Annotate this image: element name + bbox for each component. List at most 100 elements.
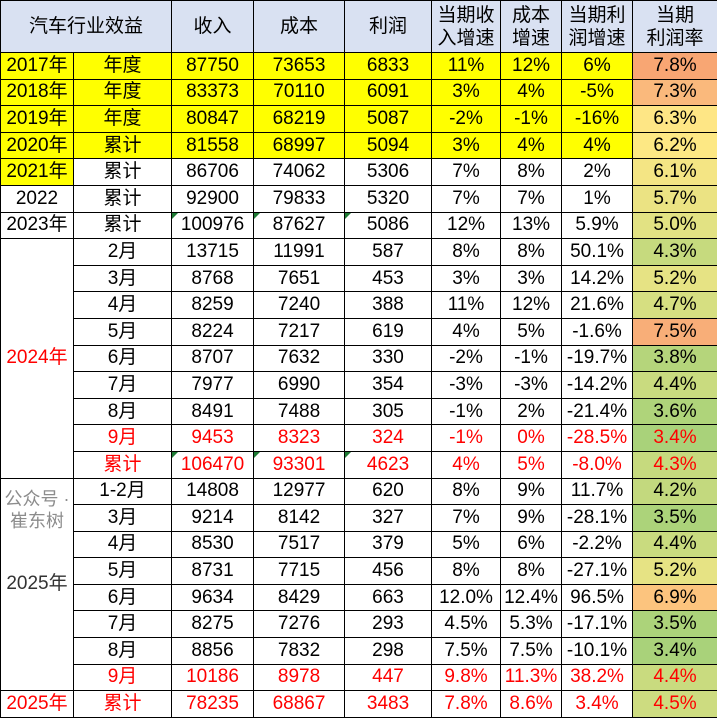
cost-cell: 70110 bbox=[253, 78, 346, 107]
revenue-cell: 8856 bbox=[171, 637, 255, 665]
period-cell: 2月 bbox=[72, 238, 173, 266]
revenue-cell: 92900 bbox=[171, 184, 255, 213]
revenue-growth-cell: 12% bbox=[431, 211, 502, 240]
revenue-growth-cell: 4% bbox=[431, 317, 502, 346]
profit-growth-cell: 1% bbox=[561, 184, 634, 213]
table-row: 8月 8491 7488 305 -1% 2% -21.4% 3.6% bbox=[1, 397, 717, 426]
profit-cell: 453 bbox=[344, 264, 433, 293]
period-cell: 3月 bbox=[72, 264, 173, 293]
period-cell: 5月 bbox=[72, 557, 173, 585]
revenue-growth-cell: 11% bbox=[431, 291, 502, 319]
revenue-cell: 8530 bbox=[171, 530, 255, 559]
table-row: 4月 8530 7517 379 5% 6% -2.2% 4.4% bbox=[1, 530, 717, 559]
profit-cell: 456 bbox=[344, 557, 433, 585]
period-cell: 年度 bbox=[72, 105, 173, 133]
revenue-cell: 9214 bbox=[171, 504, 255, 532]
profit-cell: 5087 bbox=[344, 105, 433, 133]
profit-growth-cell: -27.1% bbox=[561, 557, 634, 585]
profit-growth-cell: 4% bbox=[561, 131, 634, 160]
revenue-cell: 13715 bbox=[171, 238, 255, 266]
profit-margin-cell: 3.4% bbox=[632, 637, 717, 665]
profit-cell: 5094 bbox=[344, 131, 433, 160]
year-cell: 2019年 bbox=[0, 105, 74, 133]
cost-growth-cell: 2% bbox=[500, 397, 563, 426]
cost-cell: 7715 bbox=[253, 557, 346, 585]
cost-cell: 12977 bbox=[253, 477, 346, 506]
cost-cell: 7651 bbox=[253, 264, 346, 293]
cost-growth-cell: 6% bbox=[500, 530, 563, 559]
period-cell: 9月 bbox=[72, 424, 173, 452]
cost-cell: 7632 bbox=[253, 344, 346, 373]
year-cell: 2025年 bbox=[0, 477, 74, 692]
revenue-growth-cell: 8% bbox=[431, 477, 502, 506]
table-row: 3月 9214 8142 327 7% 9% -28.1% 3.5% bbox=[1, 504, 717, 532]
period-cell: 累计 bbox=[72, 690, 173, 718]
revenue-cell: 8707 bbox=[171, 344, 255, 373]
cost-cell: 8429 bbox=[253, 583, 346, 612]
table-row: 2022 累计 92900 79833 5320 7% 7% 1% 5.7% bbox=[0, 184, 717, 213]
profit-margin-cell: 4.7% bbox=[632, 291, 717, 319]
revenue-growth-cell: 7.8% bbox=[431, 690, 502, 718]
revenue-cell: 9634 bbox=[171, 583, 255, 612]
profit-growth-cell: -17.1% bbox=[561, 610, 634, 639]
profit-cell: 3483 bbox=[344, 690, 433, 718]
profit-cell: 324 bbox=[344, 424, 433, 452]
revenue-cell: 7977 bbox=[171, 371, 255, 399]
period-cell: 4月 bbox=[72, 530, 173, 559]
revenue-cell: 83373 bbox=[171, 78, 255, 107]
profit-growth-cell: -5% bbox=[561, 78, 634, 107]
profit-cell: 5306 bbox=[344, 158, 433, 186]
revenue-growth-cell: 11% bbox=[431, 52, 502, 80]
cost-growth-cell: 11.3% bbox=[500, 663, 563, 692]
cost-growth-cell: 13% bbox=[500, 211, 563, 240]
revenue-cell: 80847 bbox=[171, 105, 255, 133]
revenue-growth-cell: 9.8% bbox=[431, 663, 502, 692]
cost-growth-cell: 9% bbox=[500, 504, 563, 532]
cost-cell: 6990 bbox=[253, 371, 346, 399]
profit-growth-cell: -28.5% bbox=[561, 424, 634, 452]
profit-margin-cell: 7.8% bbox=[632, 52, 717, 80]
revenue-cell: 8275 bbox=[171, 610, 255, 639]
cost-growth-cell: 5% bbox=[500, 450, 563, 479]
cost-growth-cell: 12% bbox=[500, 52, 563, 80]
cost-growth-cell: 8% bbox=[500, 557, 563, 585]
table-row: 8月 8856 7832 298 7.5% 7.5% -10.1% 3.4% bbox=[1, 637, 717, 665]
header-revenue-growth: 当期收 入增速 bbox=[431, 0, 502, 53]
cost-growth-cell: -3% bbox=[500, 371, 563, 399]
cost-growth-cell: 8% bbox=[500, 158, 563, 186]
profit-margin-cell: 5.0% bbox=[632, 211, 717, 240]
revenue-cell: 8768 bbox=[171, 264, 255, 293]
revenue-growth-cell: 7% bbox=[431, 158, 502, 186]
profit-margin-cell: 6.2% bbox=[632, 131, 717, 160]
header-cost-growth: 成本 增速 bbox=[500, 0, 563, 53]
cost-cell: 7517 bbox=[253, 530, 346, 559]
revenue-cell: 8731 bbox=[171, 557, 255, 585]
profit-margin-cell: 4.4% bbox=[632, 663, 717, 692]
profit-cell: 619 bbox=[344, 317, 433, 346]
profit-margin-cell: 3.5% bbox=[632, 504, 717, 532]
profit-margin-cell: 6.1% bbox=[632, 158, 717, 186]
profit-cell: 327 bbox=[344, 504, 433, 532]
cost-growth-cell: 0% bbox=[500, 424, 563, 452]
cost-cell: 7276 bbox=[253, 610, 346, 639]
table-row: 6月 9634 8429 663 12.0% 12.4% 96.5% 6.9% bbox=[1, 583, 717, 612]
table-row: 5月 8731 7715 456 8% 8% -27.1% 5.2% bbox=[1, 557, 717, 585]
profit-margin-cell: 5.2% bbox=[632, 264, 717, 293]
table-row: 2019年 年度 80847 68219 5087 -2% -1% -16% 6.3% bbox=[0, 105, 717, 133]
period-cell: 累计 bbox=[72, 450, 173, 479]
profit-cell: 6091 bbox=[344, 78, 433, 107]
period-cell: 1-2月 bbox=[72, 477, 173, 506]
revenue-growth-cell: 7% bbox=[431, 184, 502, 213]
year-cell: 2018年 bbox=[0, 78, 74, 107]
cost-cell: 87627 bbox=[253, 211, 346, 240]
profit-cell: 379 bbox=[344, 530, 433, 559]
profit-cell: 354 bbox=[344, 371, 433, 399]
profit-growth-cell: 50.1% bbox=[561, 238, 634, 266]
year-cell: 2023年 bbox=[0, 211, 74, 240]
profit-cell: 6833 bbox=[344, 52, 433, 80]
table-row: 6月 8707 7632 330 -2% -1% -19.7% 3.8% bbox=[1, 344, 717, 373]
table-row: 5月 8224 7217 619 4% 5% -1.6% 7.5% bbox=[1, 317, 717, 346]
profit-margin-cell: 7.5% bbox=[632, 317, 717, 346]
profit-margin-cell: 5.2% bbox=[632, 557, 717, 585]
cost-growth-cell: 5.3% bbox=[500, 610, 563, 639]
